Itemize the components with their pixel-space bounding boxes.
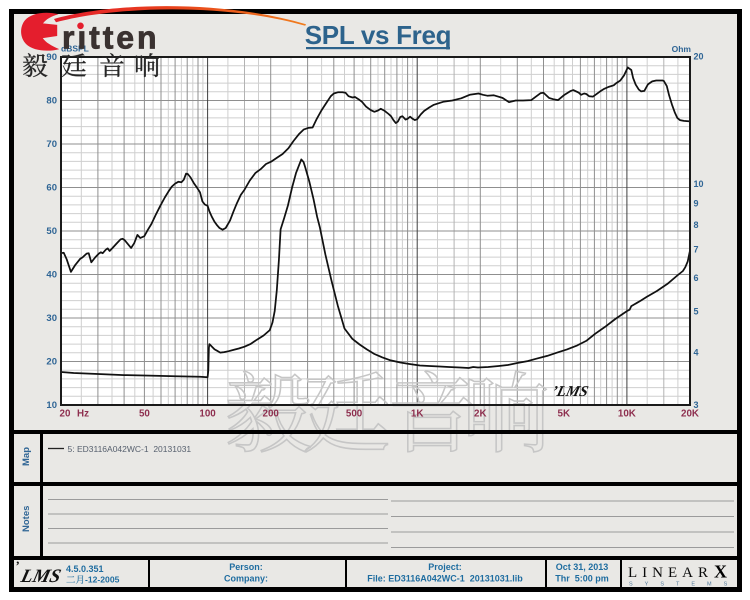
svg-text:Notes: Notes: [21, 506, 32, 532]
svg-text:4.5.0.351: 4.5.0.351: [66, 564, 104, 574]
svg-text:9: 9: [694, 198, 699, 208]
svg-text:10: 10: [46, 400, 57, 411]
svg-text:20: 20: [60, 409, 71, 420]
svg-text:Person:: Person:: [229, 562, 263, 572]
svg-text:dBSPL: dBSPL: [61, 44, 89, 54]
svg-text:File: ED3116A042WC-1 20131031: File: ED3116A042WC-1 20131031.lib: [367, 574, 523, 584]
svg-text:100: 100: [199, 409, 216, 420]
svg-text:ʼ: ʼ: [15, 558, 19, 573]
svg-text:SYSTEMS: SYSTEMS: [629, 582, 739, 588]
svg-text:6: 6: [694, 273, 699, 283]
svg-text:30: 30: [46, 313, 57, 324]
svg-text:5: ED3116A042WC-1 20131031: 5: ED3116A042WC-1 20131031: [68, 444, 192, 454]
svg-text:Thr 5:00 pm: Thr 5:00 pm: [555, 574, 609, 584]
svg-text:Company:: Company:: [224, 574, 268, 584]
svg-text:ʼLMS: ʼLMS: [550, 383, 590, 400]
svg-text:7: 7: [694, 245, 699, 255]
svg-text:60: 60: [46, 183, 57, 194]
svg-text:SPL vs Freq: SPL vs Freq: [305, 20, 452, 50]
svg-text:20K: 20K: [681, 409, 699, 420]
svg-text:LMS: LMS: [18, 566, 63, 587]
svg-text:20: 20: [46, 357, 57, 368]
svg-text:5: 5: [694, 306, 699, 316]
svg-text:Map: Map: [21, 447, 32, 466]
svg-text:500: 500: [346, 409, 363, 420]
svg-text:50: 50: [139, 409, 150, 420]
svg-text:2K: 2K: [474, 409, 487, 420]
svg-text:40: 40: [46, 270, 57, 281]
svg-text:1K: 1K: [411, 409, 424, 420]
svg-text:Ohm: Ohm: [672, 44, 692, 54]
svg-text:200: 200: [263, 409, 280, 420]
svg-text:90: 90: [46, 52, 57, 63]
svg-text:Oct 31, 2013: Oct 31, 2013: [556, 562, 609, 572]
svg-text:8: 8: [694, 220, 699, 230]
svg-text:Project:: Project:: [428, 562, 462, 572]
svg-text:80: 80: [46, 96, 57, 107]
svg-text:10K: 10K: [618, 409, 636, 420]
svg-text:4: 4: [694, 347, 699, 357]
svg-text:3: 3: [694, 400, 699, 410]
svg-text:LINEAR: LINEAR: [628, 565, 713, 581]
svg-text:Hz: Hz: [77, 409, 89, 420]
svg-text:5K: 5K: [558, 409, 571, 420]
svg-text:rıtten: rıtten: [62, 20, 159, 56]
svg-text:70: 70: [46, 139, 57, 150]
svg-text:X: X: [714, 562, 727, 582]
svg-text:10: 10: [694, 179, 704, 189]
svg-text:-12-2005: -12-2005: [85, 575, 120, 585]
svg-text:20: 20: [694, 52, 704, 62]
svg-text:50: 50: [46, 226, 57, 237]
